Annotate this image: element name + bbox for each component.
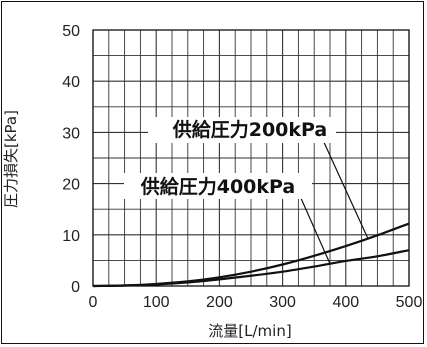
x-tick-label: 100	[143, 294, 170, 311]
x-tick-label: 300	[269, 294, 296, 311]
annotation-leader-2	[299, 195, 331, 264]
y-tick-label: 50	[62, 23, 80, 40]
y-tick-label: 30	[62, 125, 80, 142]
x-tick-label: 500	[396, 294, 423, 311]
annotation-label-1: 供給圧力200kPa	[172, 118, 328, 141]
x-tick-label: 200	[206, 294, 233, 311]
y-tick-label: 40	[62, 74, 80, 91]
plot-border	[92, 29, 410, 287]
x-axis-label: 流量[L/min]	[208, 322, 291, 340]
x-tick-label: 0	[89, 294, 98, 311]
y-tick-label: 0	[71, 279, 80, 296]
y-tick-label: 20	[62, 177, 80, 194]
annotation-label-2: 供給圧力400kPa	[140, 175, 296, 198]
tick-labels: 0 100 200 300 400 500 0 10 20 30 40 50	[62, 23, 422, 311]
y-axis-label: 圧力損失[kPa]	[2, 110, 20, 208]
grid-lines	[92, 29, 410, 287]
data-lines	[92, 222, 410, 288]
annotation-bg-2	[124, 173, 312, 199]
annotations: 供給圧力200kPa 供給圧力400kPa	[124, 117, 369, 264]
annotation-bg-1	[148, 117, 336, 143]
x-tick-label: 400	[332, 294, 359, 311]
y-tick-label: 10	[62, 228, 80, 245]
chart-frame	[1, 1, 424, 344]
series-line-2	[92, 249, 410, 288]
annotation-leader-1	[321, 137, 369, 239]
